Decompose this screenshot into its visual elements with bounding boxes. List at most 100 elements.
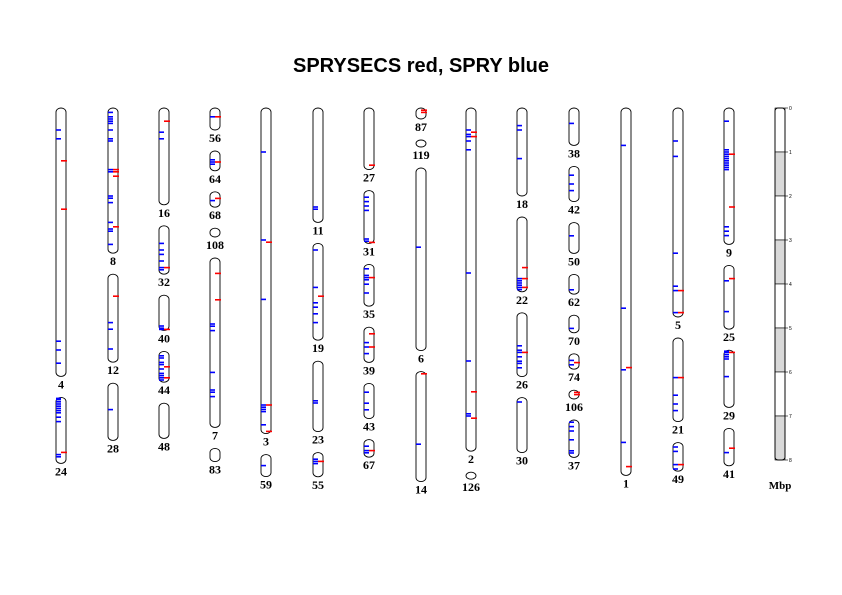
chromosome-column: 87 119 6 14 [412, 107, 430, 497]
chromosome-column: 4 24 [55, 107, 67, 478]
chromosome-body [209, 107, 221, 131]
chromosome-39: 39 [363, 326, 375, 377]
chromosome-body [209, 150, 221, 172]
chromosome-body [209, 191, 221, 208]
scale-segment [774, 327, 786, 373]
chromosome-29: 29 [723, 349, 735, 422]
chromosome-label: 18 [516, 197, 528, 211]
chromosome-body [209, 447, 221, 463]
chromosome-50: 50 [568, 222, 580, 268]
figure-title: SPRYSECS red, SPRY blue [293, 55, 549, 77]
chromosome-55: 55 [312, 452, 324, 492]
scale-tick-label: 1 [789, 150, 792, 156]
chromosome-body [158, 294, 170, 331]
chromosome-body [568, 107, 580, 146]
chromosome-56: 56 [209, 107, 221, 145]
chromosome-body [312, 107, 324, 223]
chromosome-column: 56 64 68 108 7 83 [206, 107, 224, 477]
chromosome-body [363, 382, 375, 420]
chromosome-label: 26 [516, 378, 528, 392]
chromosome-column: 18 22 26 30 [516, 107, 528, 468]
chromosome-25: 25 [723, 264, 735, 344]
chromosome-label: 74 [568, 370, 580, 384]
chromosome-body [209, 227, 221, 238]
chromosome-body [363, 263, 375, 307]
chromosome-11: 11 [312, 107, 324, 237]
scale-tick-label: 5 [789, 326, 792, 332]
scale-tick-label: 0 [789, 106, 792, 112]
chromosome-label: 49 [672, 472, 684, 486]
chromosome-41: 41 [723, 427, 735, 481]
chromosome-column: 38 42 50 62 70 74 106 37 [565, 107, 583, 472]
scale-tick-label: 6 [789, 370, 792, 376]
chromosome-label: 83 [209, 463, 221, 477]
chromosome-44: 44 [158, 350, 170, 397]
chromosome-59: 59 [260, 454, 272, 492]
chromosome-5: 5 [672, 107, 684, 332]
chromosome-30: 30 [516, 397, 528, 468]
chromosome-body [415, 167, 427, 352]
chromosome-70: 70 [568, 314, 580, 348]
chromosome-40: 40 [158, 294, 170, 345]
chromosome-28: 28 [107, 382, 119, 455]
chromosome-62: 62 [568, 273, 580, 309]
chromosome-label: 67 [363, 458, 375, 472]
chromosome-24: 24 [55, 396, 67, 478]
chromosome-label: 55 [312, 478, 324, 492]
chromosome-42: 42 [568, 165, 580, 217]
chromosome-body [465, 107, 477, 452]
chromosome-label: 16 [158, 206, 170, 220]
chromosome-label: 87 [415, 120, 427, 134]
chromosome-column: 11 19 23 55 [312, 107, 324, 492]
scale-segment [774, 151, 786, 197]
chromosome-18: 18 [516, 107, 528, 211]
chromosome-126: 126 [462, 471, 480, 494]
chromosome-21: 21 [672, 337, 684, 437]
chromosome-body [312, 242, 324, 341]
chromosome-label: 119 [412, 148, 429, 162]
chromosome-label: 50 [568, 254, 580, 268]
scale-segment [774, 415, 786, 461]
chromosome-label: 41 [723, 467, 735, 481]
chromosome-label: 28 [107, 441, 119, 455]
scale-segment [774, 195, 786, 241]
chromosome-label: 11 [312, 223, 323, 237]
chromosome-6: 6 [415, 167, 427, 366]
chromosome-label: 22 [516, 293, 528, 307]
chromosome-body [363, 439, 375, 458]
chromosome-body [568, 273, 580, 295]
chromosome-label: 2 [468, 452, 474, 466]
chromosome-label: 14 [415, 483, 427, 497]
chromosome-83: 83 [209, 447, 221, 477]
scale-tick-label: 4 [789, 282, 792, 288]
chromosome-37: 37 [568, 419, 580, 472]
chromosome-body [465, 471, 477, 480]
scale-segment [774, 283, 786, 329]
chromosome-label: 31 [363, 244, 375, 258]
chromosome-4: 4 [55, 107, 67, 391]
chromosome-column: 2 126 [462, 107, 480, 494]
chromosome-label: 42 [568, 203, 580, 217]
chromosome-column: 1 [620, 107, 632, 490]
scale-tick-label: 3 [789, 238, 792, 244]
chromosome-label: 29 [723, 408, 735, 422]
chromosome-27: 27 [363, 107, 375, 185]
chromosome-columns: 4248122816324044485664681087833591119235… [55, 107, 735, 497]
chromosome-body [312, 452, 324, 478]
chromosome-14: 14 [415, 371, 427, 497]
chromosome-label: 37 [568, 458, 580, 472]
chromosome-16: 16 [158, 107, 170, 220]
chromosome-64: 64 [209, 150, 221, 186]
chromosome-label: 27 [363, 171, 375, 185]
chromosome-body [415, 139, 427, 148]
chromosome-9: 9 [723, 107, 735, 259]
chromosome-label: 8 [110, 254, 116, 268]
chromosome-label: 35 [363, 307, 375, 321]
scale-unit-label: Mbp [769, 480, 792, 492]
chromosome-label: 62 [568, 295, 580, 309]
chromosome-label: 6 [418, 352, 424, 366]
chromosome-label: 59 [260, 478, 272, 492]
chromosome-label: 39 [363, 363, 375, 377]
scale-bar: 0 1 2 3 4 5 6 7 8 Mbp [769, 106, 792, 492]
chromosome-label: 70 [568, 334, 580, 348]
